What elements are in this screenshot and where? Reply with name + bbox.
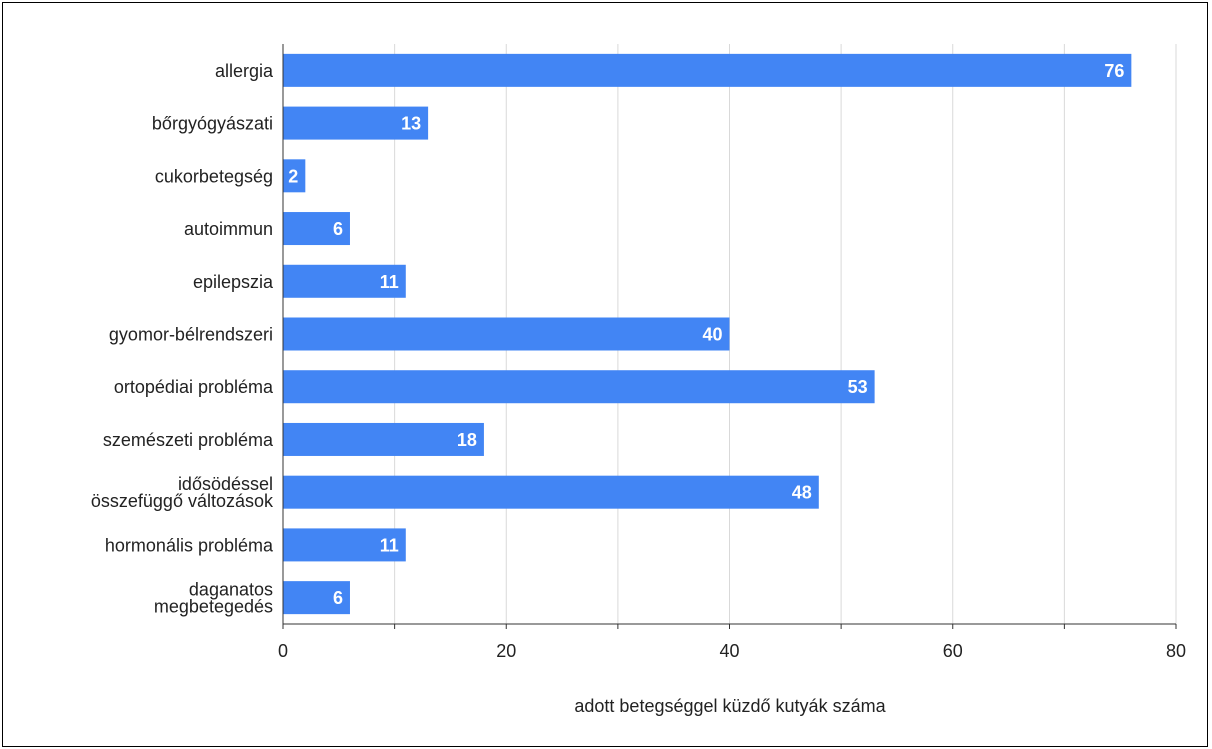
category-label: bőrgyógyászati xyxy=(152,114,273,134)
bar xyxy=(283,581,350,615)
category-label: cukorbetegség xyxy=(155,166,273,186)
category-label: hormonális probléma xyxy=(105,535,274,555)
bars: 76 13 2 6 11 40 53 18 48 11 6 xyxy=(283,53,1132,615)
data-label: 40 xyxy=(702,325,722,345)
bar xyxy=(283,475,819,509)
x-axis-title: adott betegséggel küzdő kutyák száma xyxy=(574,696,886,716)
category-labels: allergia bőrgyógyászati cukorbetegség autoi… xyxy=(91,61,274,617)
data-label: 11 xyxy=(380,535,399,555)
x-tick-label: 20 xyxy=(496,641,516,661)
x-tick-label: 80 xyxy=(1166,641,1186,661)
category-label: idősödéssel összefüggő változások xyxy=(91,474,274,511)
x-tick-label: 60 xyxy=(943,641,963,661)
data-label: 11 xyxy=(380,272,399,292)
category-label: ortopédiai probléma xyxy=(114,377,274,397)
category-label: szemészeti probléma xyxy=(103,430,274,450)
axes: 0 20 40 60 80 xyxy=(278,44,1186,661)
x-tick-label: 0 xyxy=(278,641,288,661)
bar xyxy=(283,212,350,246)
data-label: 2 xyxy=(288,166,298,186)
data-label: 18 xyxy=(457,430,477,450)
bar xyxy=(283,317,730,351)
category-label: gyomor-bélrendszeri xyxy=(109,325,273,345)
bar xyxy=(283,422,484,456)
gridlines xyxy=(394,44,1177,624)
category-label: epilepszia xyxy=(193,272,274,292)
category-label: daganatos megbetegedés xyxy=(154,580,273,617)
category-label: allergia xyxy=(215,61,274,81)
data-label: 76 xyxy=(1104,61,1124,81)
data-label: 6 xyxy=(333,219,343,239)
x-tick-label: 40 xyxy=(719,641,739,661)
bar xyxy=(283,370,875,404)
data-label: 53 xyxy=(848,377,868,397)
bar xyxy=(283,106,429,140)
data-label: 48 xyxy=(792,483,812,503)
bar xyxy=(283,53,1132,87)
data-label: 13 xyxy=(401,114,421,134)
bar xyxy=(283,528,406,562)
category-label: autoimmun xyxy=(184,219,273,239)
bar xyxy=(283,264,406,298)
bar xyxy=(283,159,306,193)
data-label: 6 xyxy=(333,588,343,608)
